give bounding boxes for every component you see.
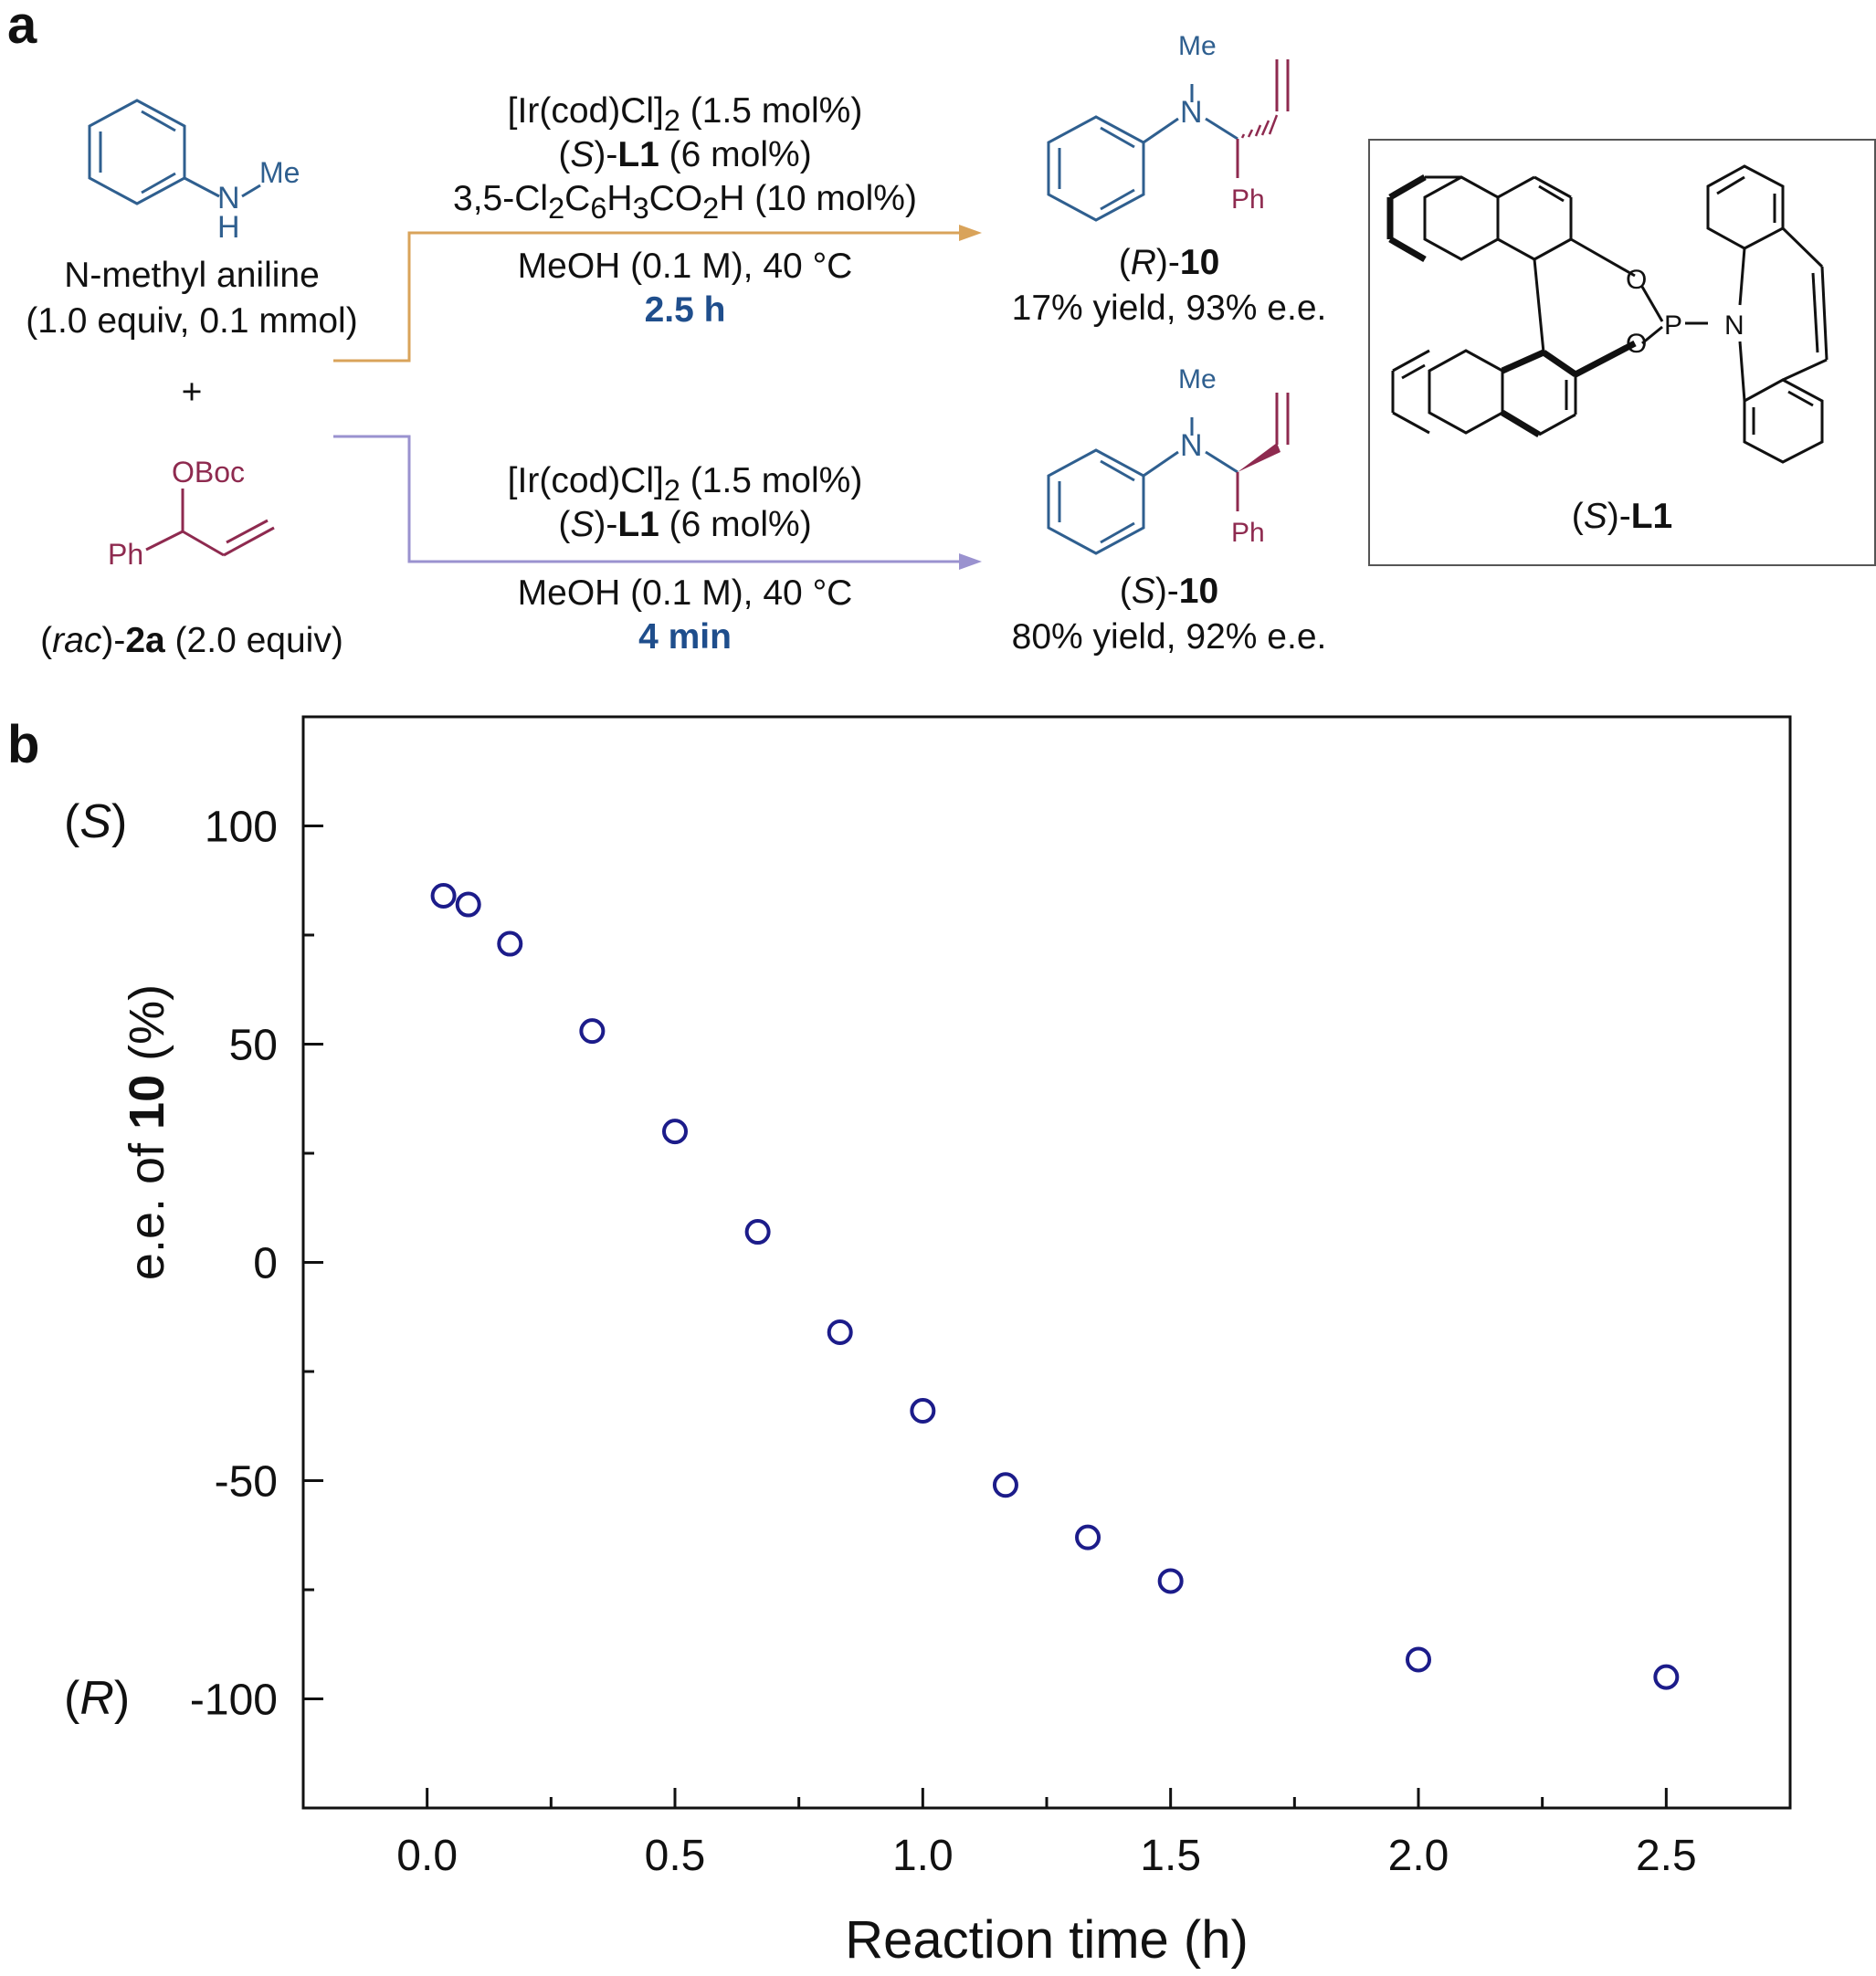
bottom-solvent: MeOH (0.1 M), 40 °C bbox=[517, 573, 853, 613]
data-point bbox=[910, 1398, 936, 1424]
s-region-label: (S) bbox=[64, 795, 128, 848]
bottom-catalyst: [Ir(cod)Cl]2 (1.5 mol%) bbox=[507, 461, 863, 507]
product-s-n: N bbox=[1180, 428, 1203, 463]
bottom-time: 4 min bbox=[638, 617, 732, 657]
panel-a-label: a bbox=[7, 0, 37, 55]
aniline-h-atom: H bbox=[217, 210, 240, 245]
ph-group: Ph bbox=[108, 538, 143, 571]
product-s-10-label: (S)-10 bbox=[1119, 572, 1219, 611]
data-point bbox=[744, 1219, 771, 1246]
reactant1-name: N-methyl aniline bbox=[64, 256, 320, 295]
y-tick-label: 100 bbox=[205, 804, 278, 852]
product-r-me: Me bbox=[1178, 31, 1217, 61]
product-r-10-result: 17% yield, 93% e.e. bbox=[1011, 289, 1327, 328]
data-point bbox=[455, 891, 481, 918]
data-point bbox=[827, 1319, 853, 1345]
x-tick-label: 2.5 bbox=[1636, 1832, 1697, 1880]
data-point bbox=[1406, 1646, 1431, 1673]
plus-sign: + bbox=[181, 373, 203, 412]
n-methyl-aniline-structure: N H Me bbox=[88, 99, 300, 245]
top-acid: 3,5-Cl2C6H3CO2H (10 mol%) bbox=[453, 179, 917, 225]
y-tick-label: 0 bbox=[253, 1240, 278, 1288]
aniline-n-atom: N bbox=[217, 181, 240, 215]
data-point bbox=[992, 1472, 1018, 1498]
aniline-me-group: Me bbox=[259, 156, 300, 189]
product-s-10-structure: Me N Ph bbox=[1047, 364, 1290, 555]
y-tick-label: -50 bbox=[215, 1458, 278, 1507]
data-point bbox=[579, 1018, 606, 1045]
data-point bbox=[1075, 1524, 1101, 1550]
reactant1-amount: (1.0 equiv, 0.1 mmol) bbox=[26, 301, 358, 341]
ligand-n: N bbox=[1724, 310, 1744, 341]
ligand-o2: O bbox=[1626, 329, 1647, 359]
data-point bbox=[1157, 1568, 1184, 1594]
bottom-arrow bbox=[333, 435, 982, 570]
x-tick-label: 0.0 bbox=[396, 1832, 458, 1880]
top-catalyst: [Ir(cod)Cl]2 (1.5 mol%) bbox=[507, 91, 863, 137]
product-r-10-structure: Me N Ph bbox=[1047, 31, 1290, 222]
x-tick-label: 1.5 bbox=[1140, 1832, 1201, 1880]
top-ligand: (S)-L1 (6 mol%) bbox=[558, 135, 812, 174]
ligand-s-l1-structure: O O P N bbox=[1386, 164, 1829, 464]
data-point bbox=[1653, 1664, 1680, 1690]
x-axis-label: Reaction time (h) bbox=[845, 1910, 1249, 1970]
rac-2a-structure: OBoc Ph bbox=[108, 456, 275, 571]
reactant2-label: (rac)-2a (2.0 equiv) bbox=[40, 621, 343, 660]
reaction-arrows bbox=[333, 225, 982, 570]
ligand-box: O O P N (S)-L1 bbox=[1368, 139, 1876, 566]
panel-b-label: b bbox=[7, 715, 40, 774]
data-point bbox=[497, 930, 523, 957]
ligand-label: (S)-L1 bbox=[1571, 497, 1673, 536]
ligand-o1: O bbox=[1626, 265, 1647, 295]
r-region-label: (R) bbox=[64, 1672, 131, 1725]
data-point bbox=[430, 882, 457, 909]
product-r-10-label: (R)-10 bbox=[1118, 243, 1220, 282]
top-time: 2.5 h bbox=[644, 290, 726, 330]
product-r-n: N bbox=[1180, 95, 1203, 130]
y-tick-label: -100 bbox=[190, 1676, 278, 1725]
oboc-group: OBoc bbox=[172, 456, 245, 489]
x-tick-label: 1.0 bbox=[892, 1832, 954, 1880]
product-r-ph: Ph bbox=[1231, 184, 1265, 215]
top-arrow bbox=[333, 225, 982, 363]
plot-frame bbox=[301, 715, 1792, 1810]
ligand-p: P bbox=[1664, 310, 1682, 341]
product-s-me: Me bbox=[1178, 364, 1217, 394]
y-tick-label: 50 bbox=[229, 1022, 278, 1070]
product-s-ph: Ph bbox=[1231, 518, 1265, 548]
top-solvent: MeOH (0.1 M), 40 °C bbox=[517, 247, 853, 286]
data-point bbox=[662, 1119, 688, 1145]
x-tick-label: 2.0 bbox=[1388, 1832, 1449, 1880]
bottom-ligand: (S)-L1 (6 mol%) bbox=[558, 505, 812, 544]
x-tick-label: 0.5 bbox=[645, 1832, 706, 1880]
product-s-10-result: 80% yield, 92% e.e. bbox=[1011, 617, 1327, 657]
